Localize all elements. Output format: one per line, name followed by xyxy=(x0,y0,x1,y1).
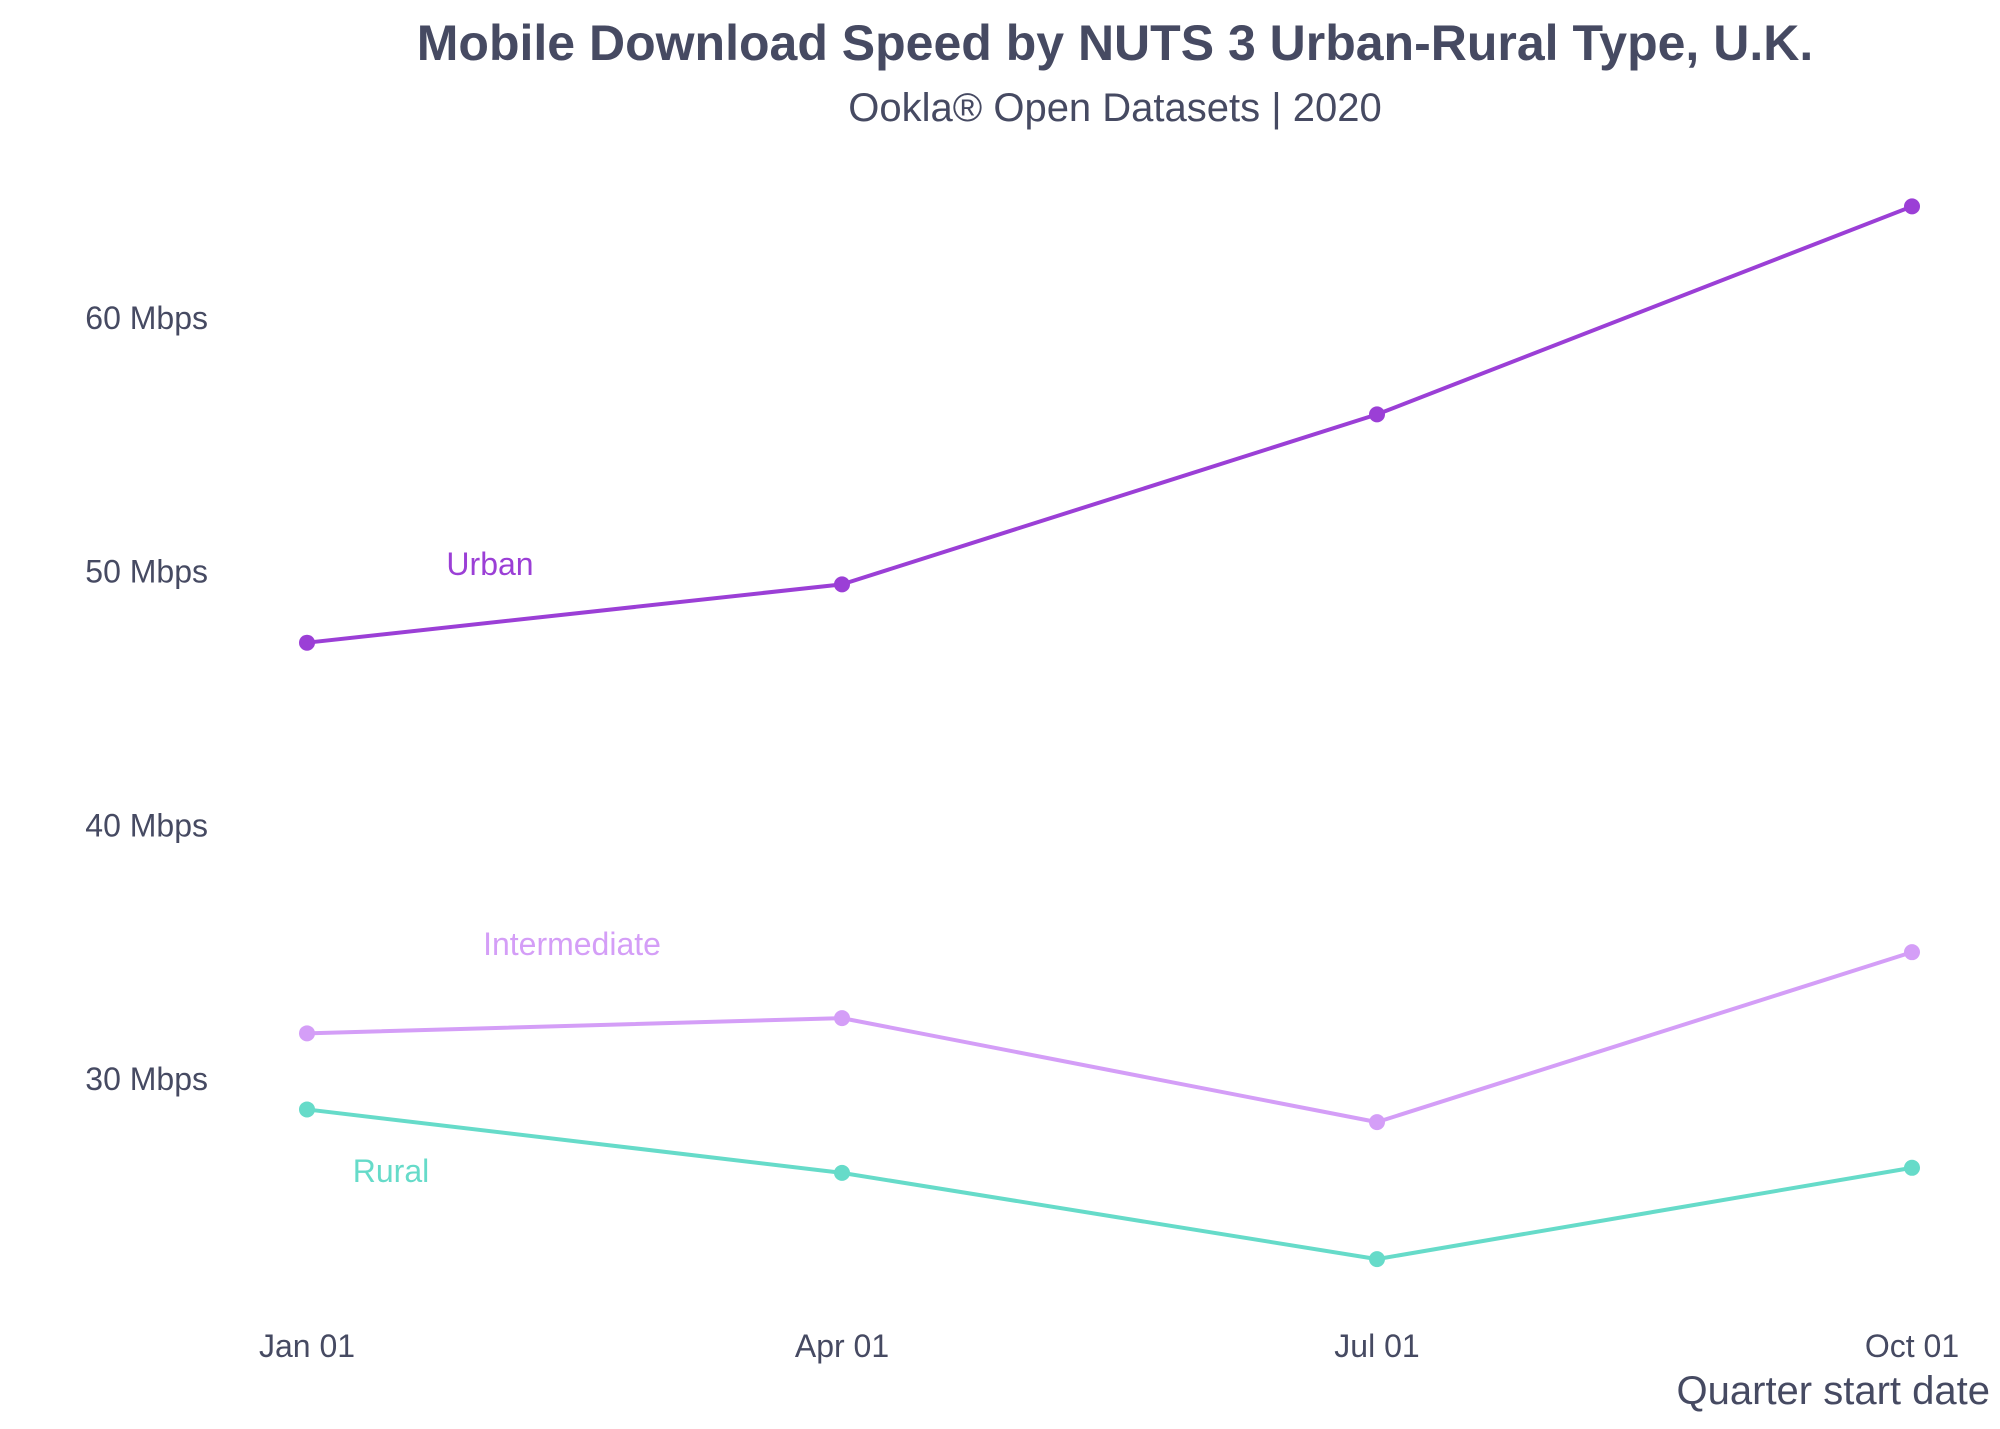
series-line-urban xyxy=(306,204,1913,645)
x-axis: Jan 01 Apr 01 Jul 01 Oct 01 xyxy=(259,1328,1959,1364)
series-labels: Urban Intermediate Rural xyxy=(353,546,661,1189)
data-point-urban xyxy=(299,634,315,651)
x-tick-label: Jan 01 xyxy=(259,1328,355,1364)
y-tick-label: 50 Mbps xyxy=(85,554,208,590)
data-point-rural xyxy=(834,1164,850,1181)
y-tick-label: 60 Mbps xyxy=(85,300,208,336)
chart-subtitle: Ookla® Open Datasets | 2020 xyxy=(848,86,1382,130)
chart-title: Mobile Download Speed by NUTS 3 Urban-Ru… xyxy=(416,15,1814,71)
x-tick-label: Oct 01 xyxy=(1865,1328,1959,1364)
data-point-intermediate xyxy=(1904,944,1920,961)
series-label-intermediate: Intermediate xyxy=(483,926,661,962)
data-point-urban xyxy=(834,576,850,593)
series-lines xyxy=(306,204,1913,1262)
data-point-intermediate xyxy=(834,1010,850,1027)
series-line-rural xyxy=(306,1107,1913,1262)
series-line-intermediate xyxy=(306,950,1913,1125)
data-point-rural xyxy=(1904,1159,1920,1176)
y-tick-label: 40 Mbps xyxy=(85,807,208,843)
data-point-intermediate xyxy=(1369,1114,1385,1131)
x-tick-label: Jul 01 xyxy=(1334,1328,1419,1364)
x-axis-label: Quarter start date xyxy=(1677,1369,1990,1413)
data-point-rural xyxy=(299,1101,315,1118)
series-label-rural: Rural xyxy=(353,1153,429,1189)
y-axis: 30 Mbps 40 Mbps 50 Mbps 60 Mbps xyxy=(85,300,208,1097)
data-point-rural xyxy=(1369,1251,1385,1268)
y-tick-label: 30 Mbps xyxy=(85,1061,208,1097)
data-point-urban xyxy=(1904,198,1920,215)
series-points xyxy=(299,198,1920,1268)
data-point-urban xyxy=(1369,406,1385,423)
series-label-urban: Urban xyxy=(446,546,533,582)
data-point-intermediate xyxy=(299,1025,315,1042)
x-tick-label: Apr 01 xyxy=(795,1328,889,1364)
